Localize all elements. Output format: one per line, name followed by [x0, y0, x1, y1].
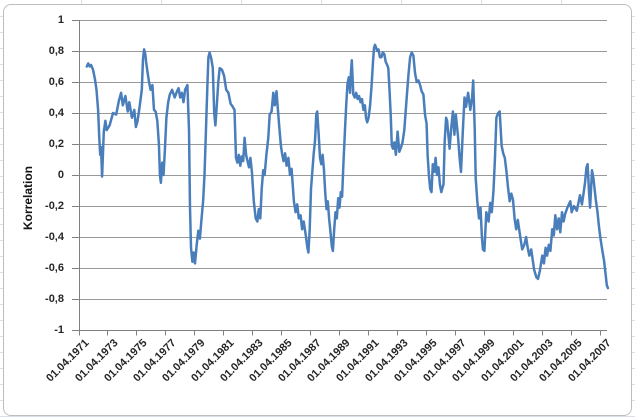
- correlation-series-line: [85, 43, 610, 290]
- y-tick-label: -0,2: [45, 200, 64, 212]
- y-tick-label: 0,4: [48, 107, 64, 119]
- chart-object-frame: [3, 4, 632, 416]
- y-tick-label: -0,8: [45, 293, 64, 305]
- y-tick-label: -0,6: [45, 262, 64, 274]
- y-tick-label: 0,6: [48, 76, 64, 88]
- y-axis-title: Korrelation: [21, 165, 35, 231]
- y-tick-label: 0: [57, 169, 64, 181]
- y-tick-label: 1: [57, 14, 64, 26]
- y-tick-label: 0,2: [48, 138, 64, 150]
- y-tick-label: 0,8: [48, 45, 64, 57]
- y-tick-label: -0,4: [45, 231, 64, 243]
- y-tick-label: -1: [54, 324, 64, 336]
